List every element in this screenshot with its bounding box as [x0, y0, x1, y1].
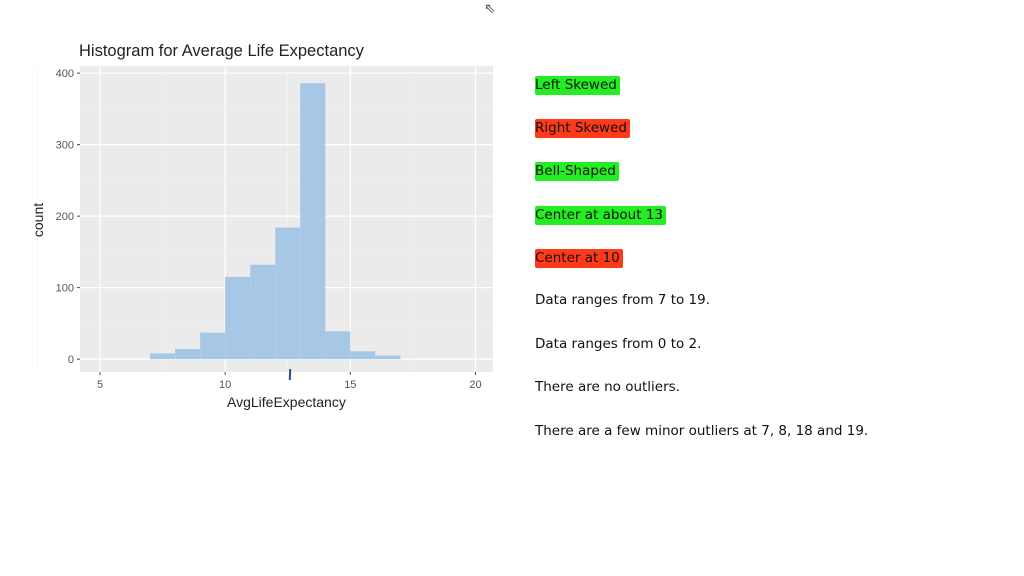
x-tick-label: 5 [97, 379, 103, 391]
x-tick-label: 15 [344, 379, 356, 391]
histogram-bar [275, 227, 301, 360]
y-tick-label: 0 [68, 354, 74, 366]
answer-option[interactable]: Bell-Shaped [535, 162, 619, 181]
y-axis-label: count [30, 203, 46, 237]
y-tick-label: 300 [56, 140, 74, 152]
mouse-cursor-icon: ⇖ [484, 0, 496, 16]
x-tick-label: 20 [469, 379, 481, 391]
y-tick-label: 100 [56, 283, 74, 295]
histogram-bar [150, 353, 176, 360]
histogram-bar [375, 355, 401, 360]
answer-option[interactable]: Right Skewed [535, 119, 630, 138]
histogram-bar [250, 264, 276, 360]
answer-option[interactable]: There are no outliers. [535, 379, 680, 395]
answer-option[interactable]: Left Skewed [535, 76, 620, 95]
answer-option[interactable]: Center at about 13 [535, 206, 667, 225]
x-axis-label: AvgLifeExpectancy [227, 394, 346, 410]
histogram-bar [200, 332, 226, 360]
y-tick-label: 400 [56, 68, 74, 80]
answer-option[interactable]: Data ranges from 7 to 19. [535, 292, 711, 308]
answer-option[interactable]: There are a few minor outliers at 7, 8, … [535, 423, 869, 439]
histogram-bar [300, 83, 326, 360]
histogram-bar [225, 276, 251, 360]
histogram-chart: Histogram for Average Life Expectancy 5 1… [30, 42, 493, 410]
answer-option[interactable]: Data ranges from 0 to 2. [535, 336, 702, 352]
answer-option[interactable]: Center at 10 [535, 249, 623, 268]
x-tick-label: 10 [219, 379, 231, 391]
histogram-bar [175, 349, 201, 360]
histogram-bar [350, 351, 376, 360]
y-tick-label: 200 [56, 211, 74, 223]
chart-title: Histogram for Average Life Expectancy [79, 42, 365, 60]
histogram-bar [325, 331, 351, 360]
pen-annotation-mark [288, 368, 292, 381]
